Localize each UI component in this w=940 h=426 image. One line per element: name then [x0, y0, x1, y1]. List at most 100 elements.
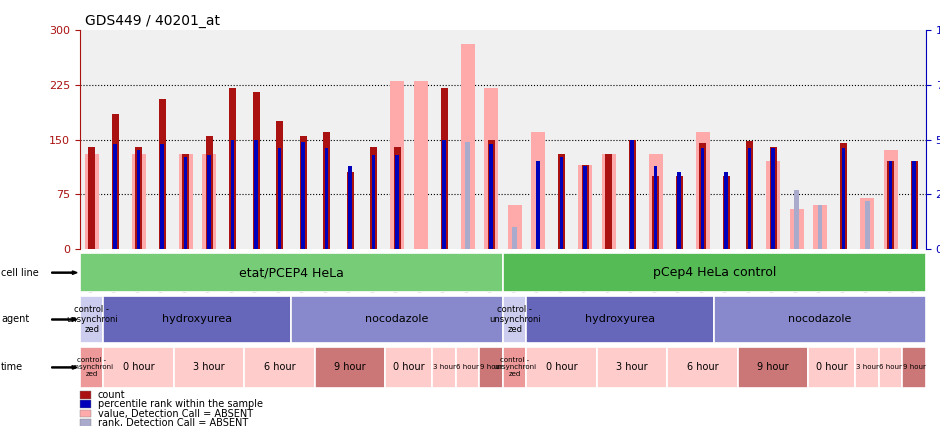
Bar — [888, 173, 893, 249]
Bar — [678, 173, 681, 249]
Bar — [860, 198, 874, 249]
Bar — [385, 347, 432, 388]
Bar — [132, 154, 146, 249]
Bar — [349, 166, 352, 249]
Bar — [605, 154, 612, 249]
Text: 3 hour: 3 hour — [617, 363, 648, 372]
Bar — [724, 188, 729, 249]
Text: value, Detection Call = ABSENT: value, Detection Call = ABSENT — [98, 409, 253, 419]
Text: time: time — [1, 363, 24, 372]
Bar — [813, 205, 827, 249]
Bar — [315, 347, 385, 388]
Bar — [696, 132, 710, 249]
Bar — [390, 81, 404, 249]
Text: rank, Detection Call = ABSENT: rank, Detection Call = ABSENT — [98, 418, 248, 426]
Bar — [372, 155, 375, 249]
Bar — [808, 347, 855, 388]
Text: 9 hour: 9 hour — [758, 363, 789, 372]
Bar — [531, 132, 545, 249]
Text: 6 hour: 6 hour — [456, 364, 479, 371]
Text: hydroxyurea: hydroxyurea — [163, 314, 232, 325]
Text: 6 hour: 6 hour — [264, 363, 295, 372]
Bar — [370, 147, 377, 249]
Bar — [855, 347, 879, 388]
Bar — [879, 347, 902, 388]
Bar — [135, 147, 142, 249]
Bar — [537, 161, 540, 249]
Text: 6 hour: 6 hour — [879, 364, 902, 371]
Text: control -
unsynchroni
zed: control - unsynchroni zed — [489, 305, 540, 334]
Text: GDS449 / 40201_at: GDS449 / 40201_at — [85, 14, 220, 28]
Bar — [89, 227, 94, 249]
Bar — [911, 161, 917, 249]
Text: count: count — [98, 390, 125, 400]
Bar — [182, 154, 189, 249]
Bar — [714, 296, 926, 343]
Text: pCep4 HeLa control: pCep4 HeLa control — [652, 266, 776, 279]
Bar — [208, 155, 211, 249]
Text: 6 hour: 6 hour — [687, 363, 718, 372]
Bar — [503, 253, 926, 292]
Bar — [526, 296, 714, 343]
Text: 3 hour: 3 hour — [432, 364, 456, 371]
Text: 0 hour: 0 hour — [816, 363, 848, 372]
Bar — [85, 154, 99, 249]
Text: control -
unsynchroni
zed: control - unsynchroni zed — [70, 357, 113, 377]
Bar — [137, 150, 140, 249]
Text: 3 hour: 3 hour — [194, 363, 225, 372]
Bar — [887, 161, 894, 249]
Text: 9 hour: 9 hour — [479, 364, 503, 371]
Bar — [578, 165, 592, 249]
Bar — [676, 176, 682, 249]
Bar — [484, 88, 498, 249]
Bar — [255, 139, 258, 249]
Text: control -
unsynchroni
zed: control - unsynchroni zed — [494, 357, 536, 377]
Bar — [654, 166, 657, 249]
Bar — [291, 296, 503, 343]
Text: etat/PCEP4 HeLa: etat/PCEP4 HeLa — [239, 266, 344, 279]
Bar — [790, 209, 804, 249]
Bar — [103, 347, 174, 388]
Text: hydroxyurea: hydroxyurea — [586, 314, 655, 325]
Bar — [794, 190, 799, 249]
Bar — [503, 347, 526, 388]
Text: 9 hour: 9 hour — [902, 364, 926, 371]
Bar — [667, 347, 738, 388]
Text: 0 hour: 0 hour — [123, 363, 154, 372]
Bar — [840, 143, 847, 249]
Bar — [884, 150, 898, 249]
Bar — [602, 154, 616, 249]
Bar — [842, 148, 845, 249]
Bar — [253, 92, 259, 249]
Bar — [766, 161, 780, 249]
Bar — [723, 176, 729, 249]
Bar — [488, 139, 494, 249]
Bar — [441, 88, 447, 249]
Bar — [772, 148, 775, 249]
Text: 0 hour: 0 hour — [546, 363, 577, 372]
Bar — [244, 347, 315, 388]
Text: percentile rank within the sample: percentile rank within the sample — [98, 399, 263, 409]
Bar — [865, 201, 870, 249]
Bar — [432, 347, 456, 388]
Bar — [738, 347, 808, 388]
Bar — [584, 166, 587, 249]
Bar — [80, 296, 103, 343]
Text: nocodazole: nocodazole — [366, 314, 429, 325]
Bar — [526, 347, 597, 388]
Bar — [112, 114, 118, 249]
Bar — [630, 150, 635, 249]
Bar — [512, 227, 517, 249]
Bar — [490, 144, 493, 249]
Bar — [889, 161, 892, 249]
Bar — [560, 157, 563, 249]
Bar — [229, 88, 236, 249]
Bar — [725, 173, 728, 249]
Bar — [748, 148, 751, 249]
Bar — [276, 121, 283, 249]
Bar — [606, 157, 611, 249]
Bar — [174, 347, 244, 388]
Bar — [347, 173, 353, 249]
Bar — [80, 253, 503, 292]
Bar — [114, 144, 117, 249]
